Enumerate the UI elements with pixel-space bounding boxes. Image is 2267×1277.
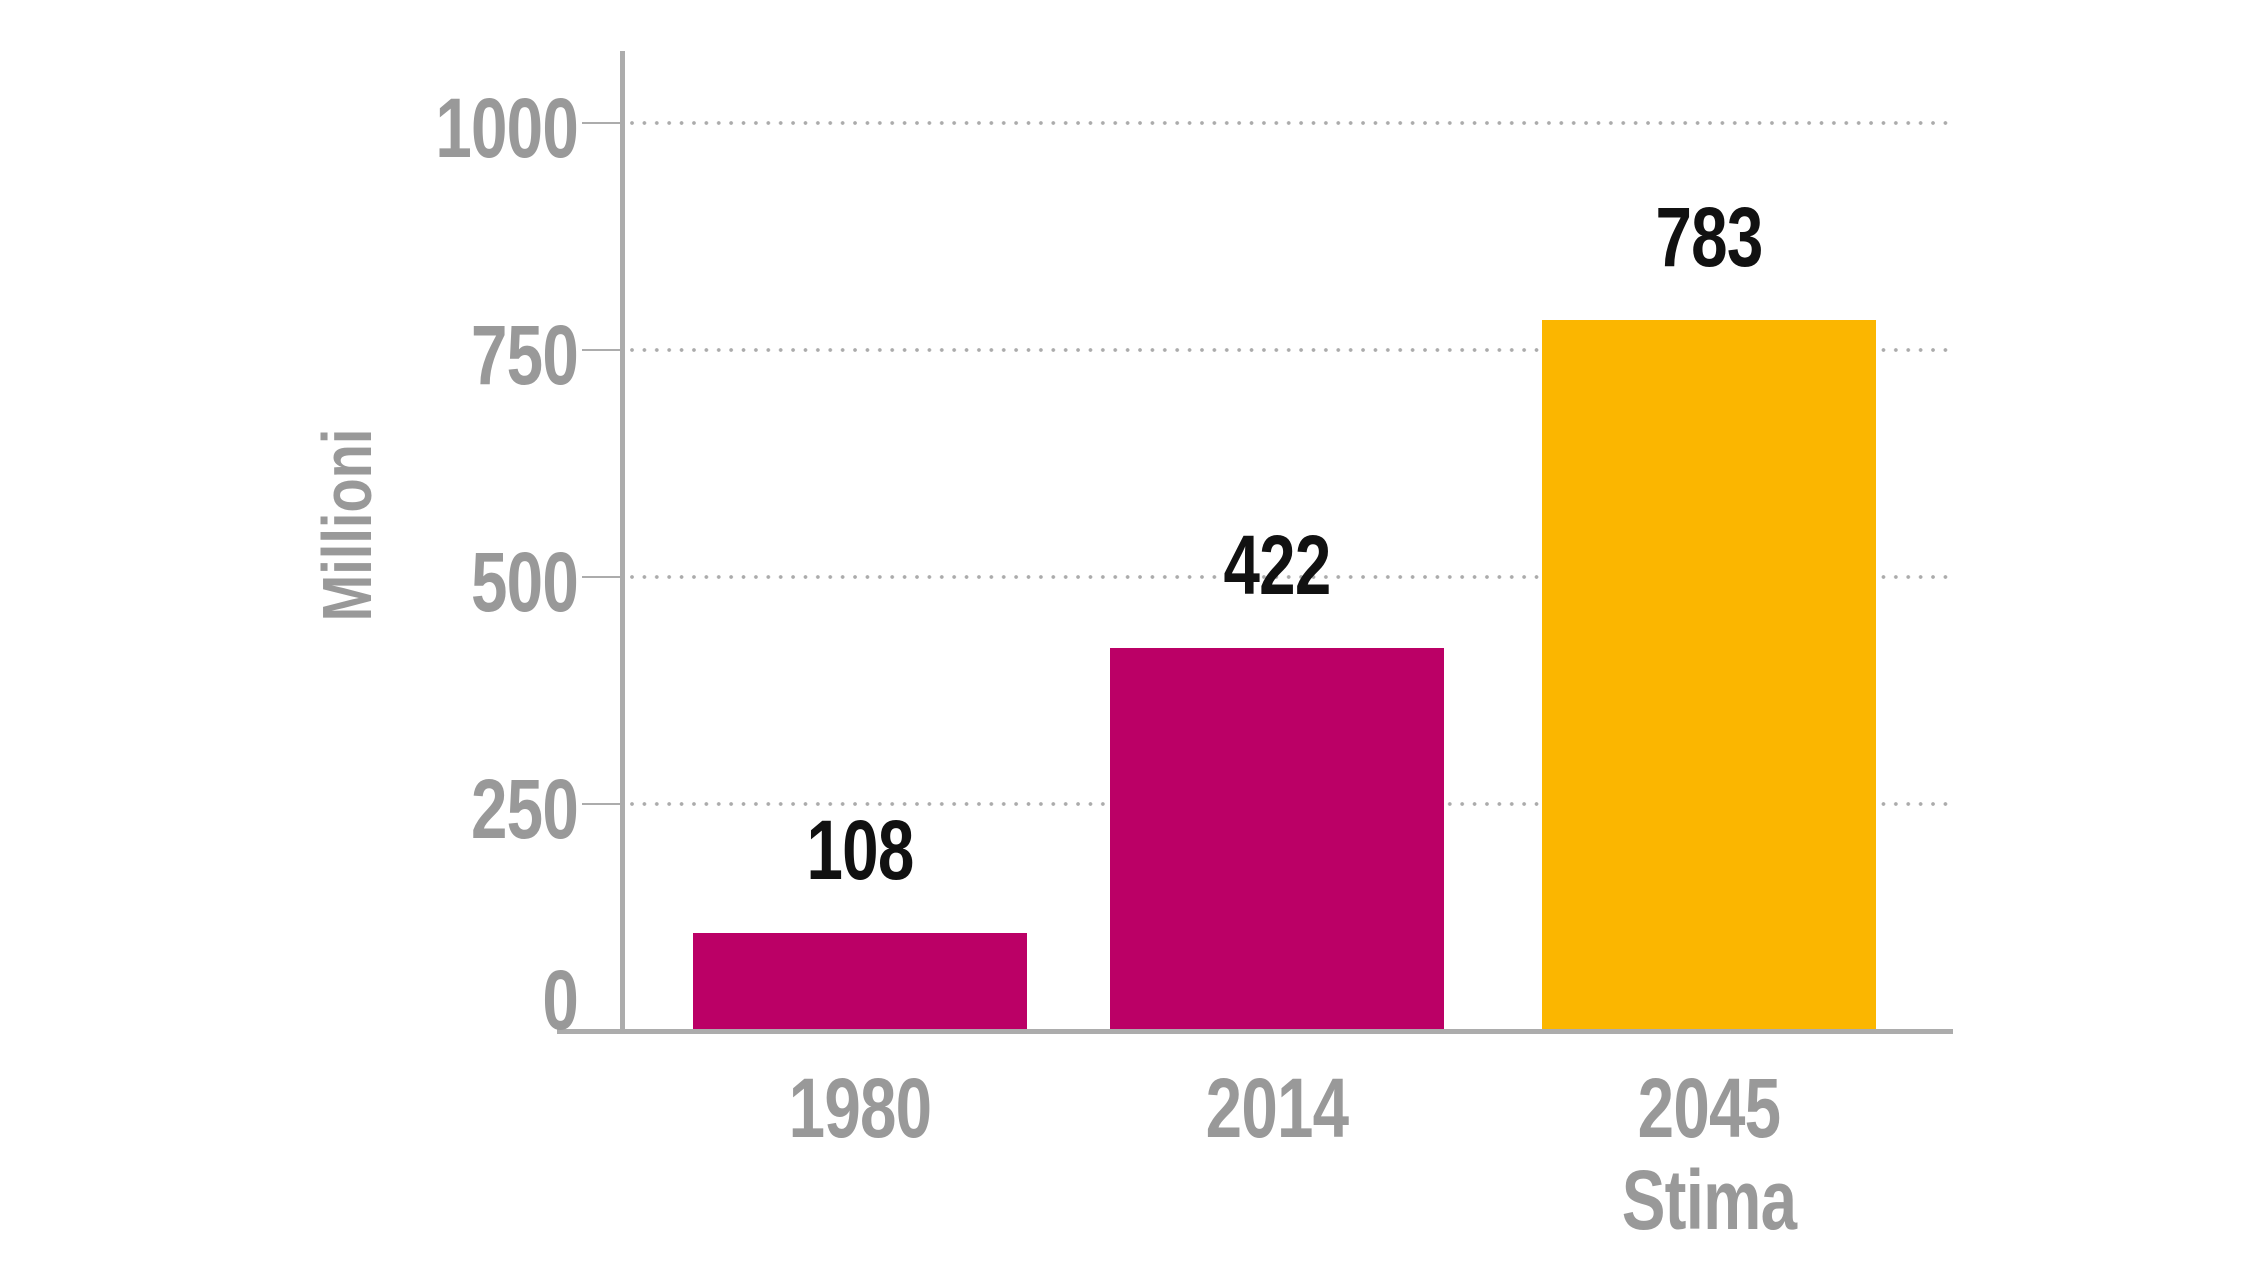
y-tick-label: 750 xyxy=(471,308,579,402)
bar-value-label: 422 xyxy=(1223,518,1332,612)
bar-1980 xyxy=(693,933,1027,1031)
x-category-label: 1980 xyxy=(665,1062,1055,1154)
y-axis-line xyxy=(620,51,625,1033)
gridline xyxy=(630,121,1953,125)
x-category-line1: 2014 xyxy=(1205,1061,1349,1155)
y-tick-mark xyxy=(582,122,620,124)
y-tick-label: 250 xyxy=(471,762,579,856)
y-tick-mark xyxy=(582,576,620,578)
bar-2045 xyxy=(1542,320,1876,1031)
y-tick-label: 500 xyxy=(471,535,579,629)
y-tick-mark xyxy=(582,803,620,805)
gridline xyxy=(630,348,1953,352)
bar-value-label: 783 xyxy=(1655,190,1764,284)
x-category-line1: 1980 xyxy=(788,1061,932,1155)
y-tick-label: 0 xyxy=(542,953,578,1047)
x-axis-line xyxy=(557,1029,1953,1034)
x-category-line1: 2045 xyxy=(1637,1061,1781,1155)
x-category-label: 2014 xyxy=(1082,1062,1472,1154)
y-tick-label: 1000 xyxy=(435,81,578,175)
x-category-line2: Stima xyxy=(1621,1153,1797,1247)
bar-2014 xyxy=(1110,648,1444,1031)
bar-value-label: 108 xyxy=(806,803,915,897)
gridline xyxy=(630,575,1953,579)
x-category-label: 2045 Stima xyxy=(1514,1062,1904,1246)
y-tick-mark xyxy=(582,349,620,351)
